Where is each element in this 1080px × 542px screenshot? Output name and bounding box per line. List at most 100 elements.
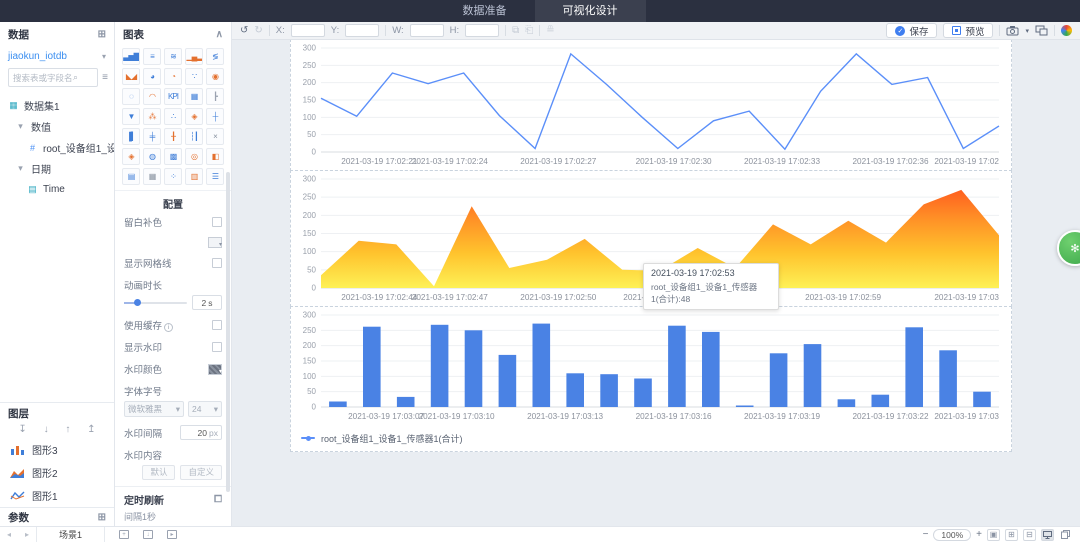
stock-chart-icon[interactable]: ┆┃ [185,128,203,145]
gantt-chart-icon[interactable]: ▐▍ [122,128,140,145]
x-input[interactable] [290,24,325,37]
rose-chart-icon[interactable]: ◉ [206,68,224,85]
watermark-color-picker[interactable]: ▾ [208,363,222,375]
bring-to-front-icon[interactable]: ↥ [87,424,96,435]
zoom-out-button[interactable]: − [922,529,929,540]
axis-chart-icon[interactable]: ┼ [206,108,224,125]
undo-icon[interactable]: ↺ [240,25,249,36]
table2-chart-icon[interactable]: ▤ [122,168,140,185]
bar-chart-widget[interactable]: 0 50 100 150 200 250 300 2021-03-19 17:03:07 202… [290,306,1012,452]
zoom-level[interactable]: 100% [933,528,972,541]
hbar-chart-icon[interactable]: ≡ [143,48,161,65]
blank-fill-checkbox[interactable] [212,217,222,227]
gauge-chart-icon[interactable]: ◠ [143,88,161,105]
show-watermark-checkbox[interactable] [212,342,222,352]
design-canvas[interactable]: 0 50 100 150 200 250 300 2021-03-19 17:02:21 202… [232,40,1080,526]
matrix-chart-icon[interactable]: ▦ [143,168,161,185]
watermark-default-button[interactable]: 默认 [142,465,176,480]
tab-data-prepare[interactable]: 数据准备 [462,5,507,17]
sidebar-scrollbar[interactable] [226,172,230,492]
redo-icon[interactable]: ↻ [254,25,263,36]
play-scene-icon[interactable]: ▸ [167,530,178,539]
use-cache-checkbox[interactable] [212,320,222,330]
send-to-back-icon[interactable]: ↧ [18,424,27,435]
tree-field-numeric[interactable]: # root_设备组1_设备... [0,137,114,158]
slider-handle[interactable] [134,298,142,306]
layer-item-shape1[interactable]: 图形1 [0,484,114,507]
chevron-down-icon[interactable]: ▾ [18,121,23,131]
tree-group-numeric[interactable]: ▾ 数值 [0,116,114,137]
refresh-settings-icon[interactable]: ⧠ [214,494,222,505]
bar-chart[interactable]: 0 50 100 150 200 250 300 2021-03-19 17:03:07 202… [291,307,1011,425]
copy-icon[interactable]: ⧉ [512,25,520,36]
monitor-view-icon[interactable] [1041,528,1054,541]
watermark-gap-input[interactable]: 20 px [180,425,222,440]
layer-item-shape2[interactable]: 图形2 [0,461,114,484]
bar-chart-icon[interactable]: ▃▅▇ [122,48,140,65]
watermark-custom-button[interactable]: 自定义 [180,465,222,480]
map-chart-icon[interactable]: ◈ [122,148,140,165]
field-search-box[interactable]: ⌕ [8,68,99,87]
fit-canvas-icon[interactable]: ▣ [987,528,1000,541]
grid-toggle-icon[interactable]: ⊞ [1005,528,1018,541]
blank-fill-color-picker[interactable]: ▾ [208,237,222,248]
field-search-input[interactable] [13,72,73,83]
spiral-chart-icon[interactable]: ◌ [122,88,140,105]
y-input[interactable] [345,24,380,37]
chevron-down-icon[interactable]: ▾ [18,163,23,173]
compare-chart-icon[interactable]: ▥ [185,168,203,185]
pages-icon[interactable] [1059,528,1072,541]
preview-button[interactable]: 预览 [943,23,994,38]
network-chart-icon[interactable]: ⁂ [143,108,161,125]
donut-chart-icon[interactable]: ◔ [164,68,182,85]
boxplot-chart-icon[interactable]: ╪ [143,128,161,145]
sort-fields-icon[interactable]: ≡ [102,72,108,83]
pie-chart-icon[interactable]: ◕ [143,68,161,85]
send-backward-icon[interactable]: ↓ [43,424,49,435]
anim-value[interactable]: 2 [201,297,207,308]
cube-chart-icon[interactable]: ◧ [206,148,224,165]
tree-group-date[interactable]: ▾ 日期 [0,158,114,179]
area-chart[interactable]: 0 50 100 150 200 250 300 2021-03-19 17:02:44 202… [291,171,1011,306]
funnel-chart-icon[interactable]: ▼ [122,108,140,125]
layer-item-shape3[interactable]: 图形3 [0,438,114,461]
pareto-chart-icon[interactable]: ≶ [206,48,224,65]
font-size-select[interactable]: 24 ▾ [188,401,222,417]
dial-chart-icon[interactable]: ◎ [185,148,203,165]
collapse-panel-icon[interactable]: ⊟ [1023,528,1036,541]
paste-icon[interactable]: ⎗ [525,25,534,36]
radar-chart-icon[interactable]: ◈ [185,108,203,125]
add-scene-icon[interactable]: + [119,530,130,539]
h-input[interactable] [465,24,500,37]
copy-scene-icon[interactable]: ↓ [143,530,154,539]
bring-forward-icon[interactable]: ↑ [65,424,71,435]
tree-field-time[interactable]: ▤ Time [0,179,114,200]
save-button[interactable]: ✓ 保存 [886,23,938,38]
sankey-chart-icon[interactable]: × [206,128,224,145]
line-chart[interactable]: 0 50 100 150 200 250 300 2021-03-19 17:02:21 202… [291,40,1011,170]
expand-params-icon[interactable]: ⊞ [97,511,106,523]
chevron-down-icon[interactable]: ▾ [1025,27,1029,35]
show-grid-checkbox[interactable] [212,258,222,268]
table-chart-icon[interactable]: ▦ [185,88,203,105]
info-icon[interactable]: i [164,323,174,332]
area-chart-icon[interactable]: ◣◢ [122,68,140,85]
snapshot-camera-icon[interactable] [1006,25,1019,36]
org-chart-icon[interactable]: ┣ [206,88,224,105]
scene-prev-icon[interactable]: ◂ [7,530,12,539]
scene-tab-1[interactable]: 场景1 [36,527,106,542]
kpi-chart-icon[interactable]: KPI [164,88,182,105]
tree-node-dataset[interactable]: ▦ 数据集1 [0,95,114,116]
area-chart-widget[interactable]: 0 50 100 150 200 250 300 2021-03-19 17:02:44 202… [290,170,1012,310]
assistant-float-button[interactable]: ✻ [1057,230,1080,266]
dataset-select[interactable]: jiaokun_iotdb [8,50,67,62]
chevron-down-icon[interactable]: ▾ [101,51,106,61]
collapse-icon[interactable]: ∧ [215,28,223,40]
scene-next-icon[interactable]: ▸ [25,530,30,539]
scatter-chart-icon[interactable]: ∵ [185,68,203,85]
multi-screen-icon[interactable] [1035,25,1048,36]
world-map-chart-icon[interactable]: ◍ [143,148,161,165]
bubble-chart-icon[interactable]: ∴ [164,108,182,125]
tab-visual-design[interactable]: 可视化设计 [534,0,646,22]
zoom-in-button[interactable]: + [976,529,982,540]
